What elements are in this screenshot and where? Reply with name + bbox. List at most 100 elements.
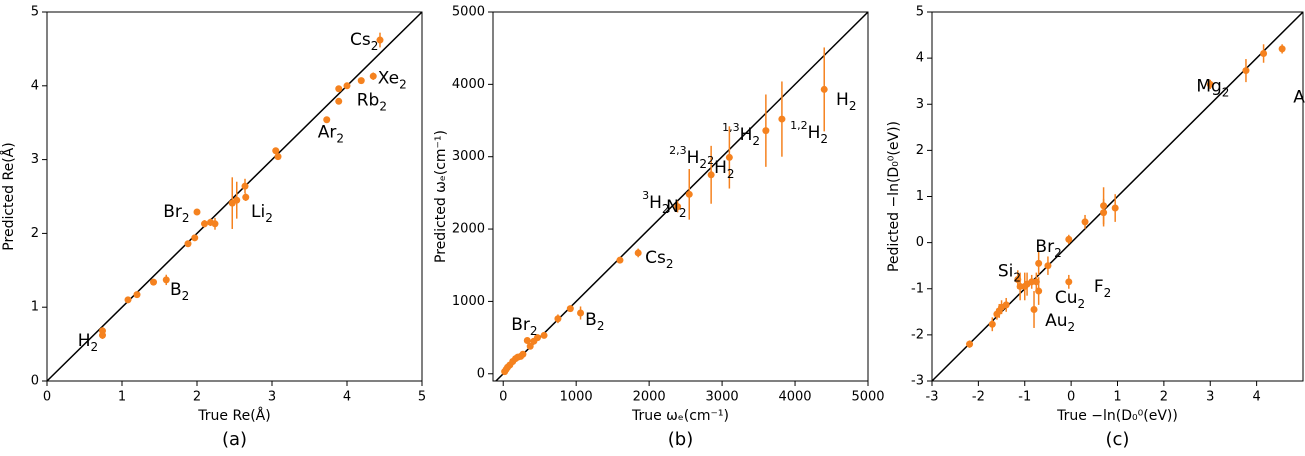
annotation-sub: 2 xyxy=(530,323,538,337)
y-tick-label: 5000 xyxy=(452,5,485,20)
annotation-sub: 2 xyxy=(379,99,387,113)
y-axis-title: Predicted ωₑ(cm⁻¹) xyxy=(433,130,449,263)
point xyxy=(523,336,531,344)
annotation-sup: 1,2 xyxy=(790,119,808,132)
annotation: Cs2 xyxy=(350,30,378,53)
point xyxy=(554,315,562,323)
y-tick-label: 1000 xyxy=(452,294,485,309)
annotation-sub: 2 xyxy=(752,133,760,147)
diagonal xyxy=(495,11,869,382)
annotation-text: Rb xyxy=(357,91,380,111)
point xyxy=(526,342,534,350)
annotation-text: F xyxy=(1094,277,1104,297)
y-tick-label: 3 xyxy=(916,97,924,112)
annotation: 1,2H2 xyxy=(790,119,828,146)
y-tick-label: 0 xyxy=(916,235,924,250)
y-tick-label: -2 xyxy=(911,327,924,342)
point xyxy=(519,350,527,358)
point xyxy=(184,240,192,248)
diagonal xyxy=(46,11,423,382)
annotation: Li2 xyxy=(251,202,273,225)
annotation: Cs2 xyxy=(645,248,673,271)
annotation: H2 xyxy=(78,331,98,354)
y-tick-label: 5 xyxy=(31,5,39,20)
point xyxy=(534,334,542,342)
point xyxy=(1044,262,1052,270)
point xyxy=(762,127,770,135)
point xyxy=(201,220,208,228)
point xyxy=(242,193,250,201)
annotation-text: Br xyxy=(1035,237,1054,257)
annotation-text: Cs xyxy=(350,30,371,50)
point xyxy=(1260,50,1268,58)
point xyxy=(1065,235,1073,243)
x-tick-label: 5 xyxy=(418,390,426,405)
annotation-sup: 2 xyxy=(707,154,714,167)
annotation-sub: 2 xyxy=(699,156,707,170)
y-tick-label: 1 xyxy=(916,189,924,204)
annotation: Xe2 xyxy=(378,68,407,91)
annotation: Br2 xyxy=(163,202,189,225)
x-tick-label: 1 xyxy=(118,390,126,405)
annotation-sup: 1,3 xyxy=(722,121,740,134)
y-tick-label: 3 xyxy=(31,152,39,167)
annotation-sub: 2 xyxy=(662,201,670,215)
axes-frame xyxy=(46,11,423,382)
x-tick-label: 0 xyxy=(43,390,51,405)
annotation: Mg2 xyxy=(1196,76,1229,99)
annotation-text: Cs xyxy=(645,248,666,268)
annotation-text: Li xyxy=(251,202,265,222)
annotation-text: Ar xyxy=(318,122,337,142)
axes-frame xyxy=(492,11,869,382)
y-tick-label: -1 xyxy=(911,281,924,296)
annotation-sub: 2 xyxy=(371,39,379,53)
x-tick-label: 4000 xyxy=(778,390,811,405)
annotation-sub: 2 xyxy=(265,210,273,224)
annotation: Rb2 xyxy=(357,91,387,114)
point xyxy=(707,171,715,179)
annotation: F2 xyxy=(1094,277,1111,300)
annotation-text: Br xyxy=(163,202,182,222)
point xyxy=(1030,306,1038,314)
annotation: 2H2 xyxy=(707,154,734,181)
annotation-sub: 2 xyxy=(91,340,99,354)
annotation-sub: 2 xyxy=(597,318,605,332)
point xyxy=(191,234,199,242)
point xyxy=(162,276,170,284)
point xyxy=(1206,80,1214,88)
point xyxy=(343,82,351,90)
point xyxy=(1278,45,1286,53)
point xyxy=(820,85,828,93)
annotation: Si2 xyxy=(998,262,1021,285)
annotation-text: H xyxy=(740,125,753,145)
y-tick-label: 5 xyxy=(916,5,924,20)
x-tick-label: 0 xyxy=(499,390,507,405)
y-tick-label: 2000 xyxy=(452,222,485,237)
x-tick-label: 5000 xyxy=(851,390,884,405)
point xyxy=(274,153,282,161)
x-tick-label: 2 xyxy=(1160,390,1168,405)
x-tick-label: 3 xyxy=(1206,390,1214,405)
panel-caption: (b) xyxy=(668,429,693,450)
annotation: 3H2 xyxy=(642,189,669,216)
x-tick-label: 0 xyxy=(1067,390,1075,405)
point xyxy=(133,291,141,299)
point xyxy=(540,331,548,339)
annotation: N2 xyxy=(666,197,686,220)
x-tick-label: 3 xyxy=(268,390,276,405)
y-tick-label: 4 xyxy=(916,51,924,66)
annotation-text: H xyxy=(78,331,91,351)
y-tick-label: 3000 xyxy=(452,149,485,164)
annotation-text: B xyxy=(585,310,597,330)
point xyxy=(241,182,249,190)
y-tick-label: 4 xyxy=(31,78,39,93)
x-tick-label: -1 xyxy=(1018,390,1031,405)
point xyxy=(99,327,106,335)
x-tick-label: 1000 xyxy=(560,390,593,405)
annotation-sub: 2 xyxy=(1222,85,1230,99)
y-tick-label: 2 xyxy=(916,143,924,158)
y-axis-title: Pedicted −ln(D₀⁰(eV)) xyxy=(886,121,902,272)
x-tick-label: 2000 xyxy=(633,390,666,405)
point xyxy=(193,208,201,216)
annotation-text: N xyxy=(666,197,679,217)
